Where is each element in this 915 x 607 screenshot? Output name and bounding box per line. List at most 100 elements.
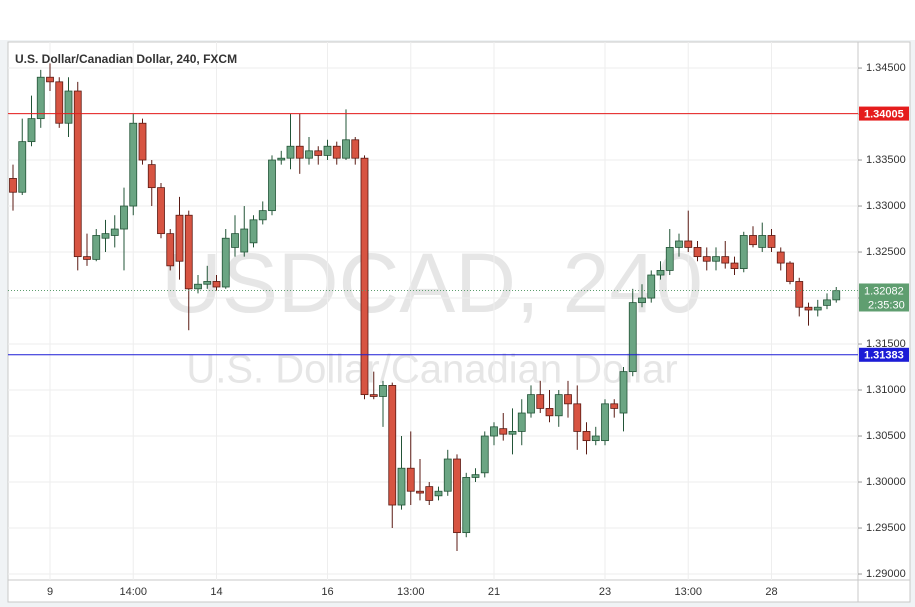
candle-body — [101, 233, 110, 239]
candle-body — [591, 435, 600, 442]
candle-body — [610, 403, 619, 409]
x-tick-label: 21 — [488, 586, 500, 598]
candle-body — [416, 490, 424, 494]
candle-body — [776, 251, 785, 264]
candle-body — [786, 262, 794, 282]
countdown-label: 2:35:30 — [868, 299, 905, 311]
candle-body — [277, 157, 286, 161]
candle-body — [379, 385, 387, 397]
candle-body — [397, 467, 406, 506]
candle-body — [453, 458, 461, 534]
candle-body — [638, 297, 646, 304]
y-tick-label: 1.30500 — [866, 430, 906, 442]
candle-body — [832, 290, 841, 301]
candle-body — [332, 145, 341, 159]
candle-body — [554, 394, 563, 417]
candle-body — [582, 431, 591, 442]
candle-body — [27, 118, 36, 143]
candle-body — [147, 164, 156, 189]
candle-body — [573, 403, 582, 432]
candle-body — [305, 150, 313, 159]
candle-body — [92, 235, 101, 260]
candle-body — [18, 141, 27, 193]
price-label-bg — [859, 347, 909, 362]
y-tick-label: 1.31000 — [866, 384, 906, 396]
candle-body — [157, 187, 165, 235]
candle-body — [795, 281, 804, 308]
x-tick-label: 13:00 — [674, 586, 702, 598]
candle-body — [83, 256, 91, 260]
price-label: 1.31383 — [864, 350, 904, 362]
y-tick-label: 1.33000 — [866, 200, 906, 212]
x-tick-label: 14 — [210, 586, 222, 598]
candle-body — [110, 228, 119, 236]
y-tick-label: 1.34500 — [866, 62, 906, 74]
candle-body — [462, 477, 471, 534]
candle-body — [628, 302, 637, 373]
y-tick-label: 1.30000 — [866, 476, 906, 488]
candle-body — [138, 122, 147, 161]
candle-body — [120, 205, 128, 230]
candle-body — [249, 219, 258, 244]
candle-body — [388, 385, 397, 506]
candle-body — [813, 306, 822, 311]
candle-body — [527, 394, 535, 414]
candle-body — [471, 474, 480, 478]
x-tick-label: 13:00 — [397, 586, 425, 598]
candle-body — [675, 240, 683, 248]
candle-body — [286, 145, 295, 159]
candle-body — [369, 394, 378, 397]
candle-body — [823, 299, 831, 306]
candle-body — [175, 214, 184, 262]
candle-body — [434, 490, 443, 497]
candle-body — [508, 431, 517, 435]
candle-body — [739, 235, 748, 269]
candle-body — [647, 274, 656, 299]
current-price-label: 1.32082 — [864, 285, 904, 297]
x-tick-label: 9 — [47, 586, 53, 598]
candle-body — [268, 159, 276, 212]
y-tick-label: 1.33500 — [866, 154, 906, 166]
candle-body — [536, 394, 545, 409]
candle-body — [166, 233, 175, 267]
toolbar — [0, 0, 915, 40]
candle-body — [499, 428, 508, 435]
candle-body — [314, 150, 323, 156]
candle-body — [55, 81, 64, 124]
current-price-bg — [859, 283, 909, 312]
candle-body — [212, 281, 221, 288]
candle-body — [194, 283, 202, 290]
x-tick-label: 28 — [765, 586, 777, 598]
candle-body — [36, 76, 45, 120]
y-tick-label: 1.32500 — [866, 246, 906, 258]
candle-body — [712, 256, 720, 262]
candle-body — [758, 235, 767, 248]
y-tick-label: 1.31500 — [866, 338, 906, 350]
y-tick-label: 1.29500 — [866, 522, 906, 534]
candle-body — [656, 270, 665, 276]
candle-body — [545, 408, 554, 417]
candle-body — [619, 371, 628, 414]
candle-body — [425, 486, 434, 501]
candle-body — [665, 247, 674, 271]
candle-body — [684, 240, 693, 248]
price-label-bg — [859, 106, 909, 121]
watermark-name: U.S. Dollar/Canadian Dollar — [186, 348, 677, 392]
candle-body — [490, 426, 498, 437]
candle-body — [721, 256, 730, 264]
candle-body — [231, 233, 239, 248]
candle-body — [564, 394, 572, 405]
x-tick-label: 16 — [321, 586, 333, 598]
x-tick-label: 14:00 — [119, 586, 147, 598]
candle-body — [295, 145, 304, 159]
candle-body — [129, 122, 138, 207]
candle-body — [351, 139, 360, 159]
chart-title: U.S. Dollar/Canadian Dollar, 240, FXCM — [15, 52, 237, 66]
candle-body — [804, 306, 813, 311]
candle-body — [258, 210, 267, 221]
x-tick-label: 23 — [599, 586, 611, 598]
candle-body — [360, 157, 369, 396]
candle-body — [203, 281, 212, 285]
